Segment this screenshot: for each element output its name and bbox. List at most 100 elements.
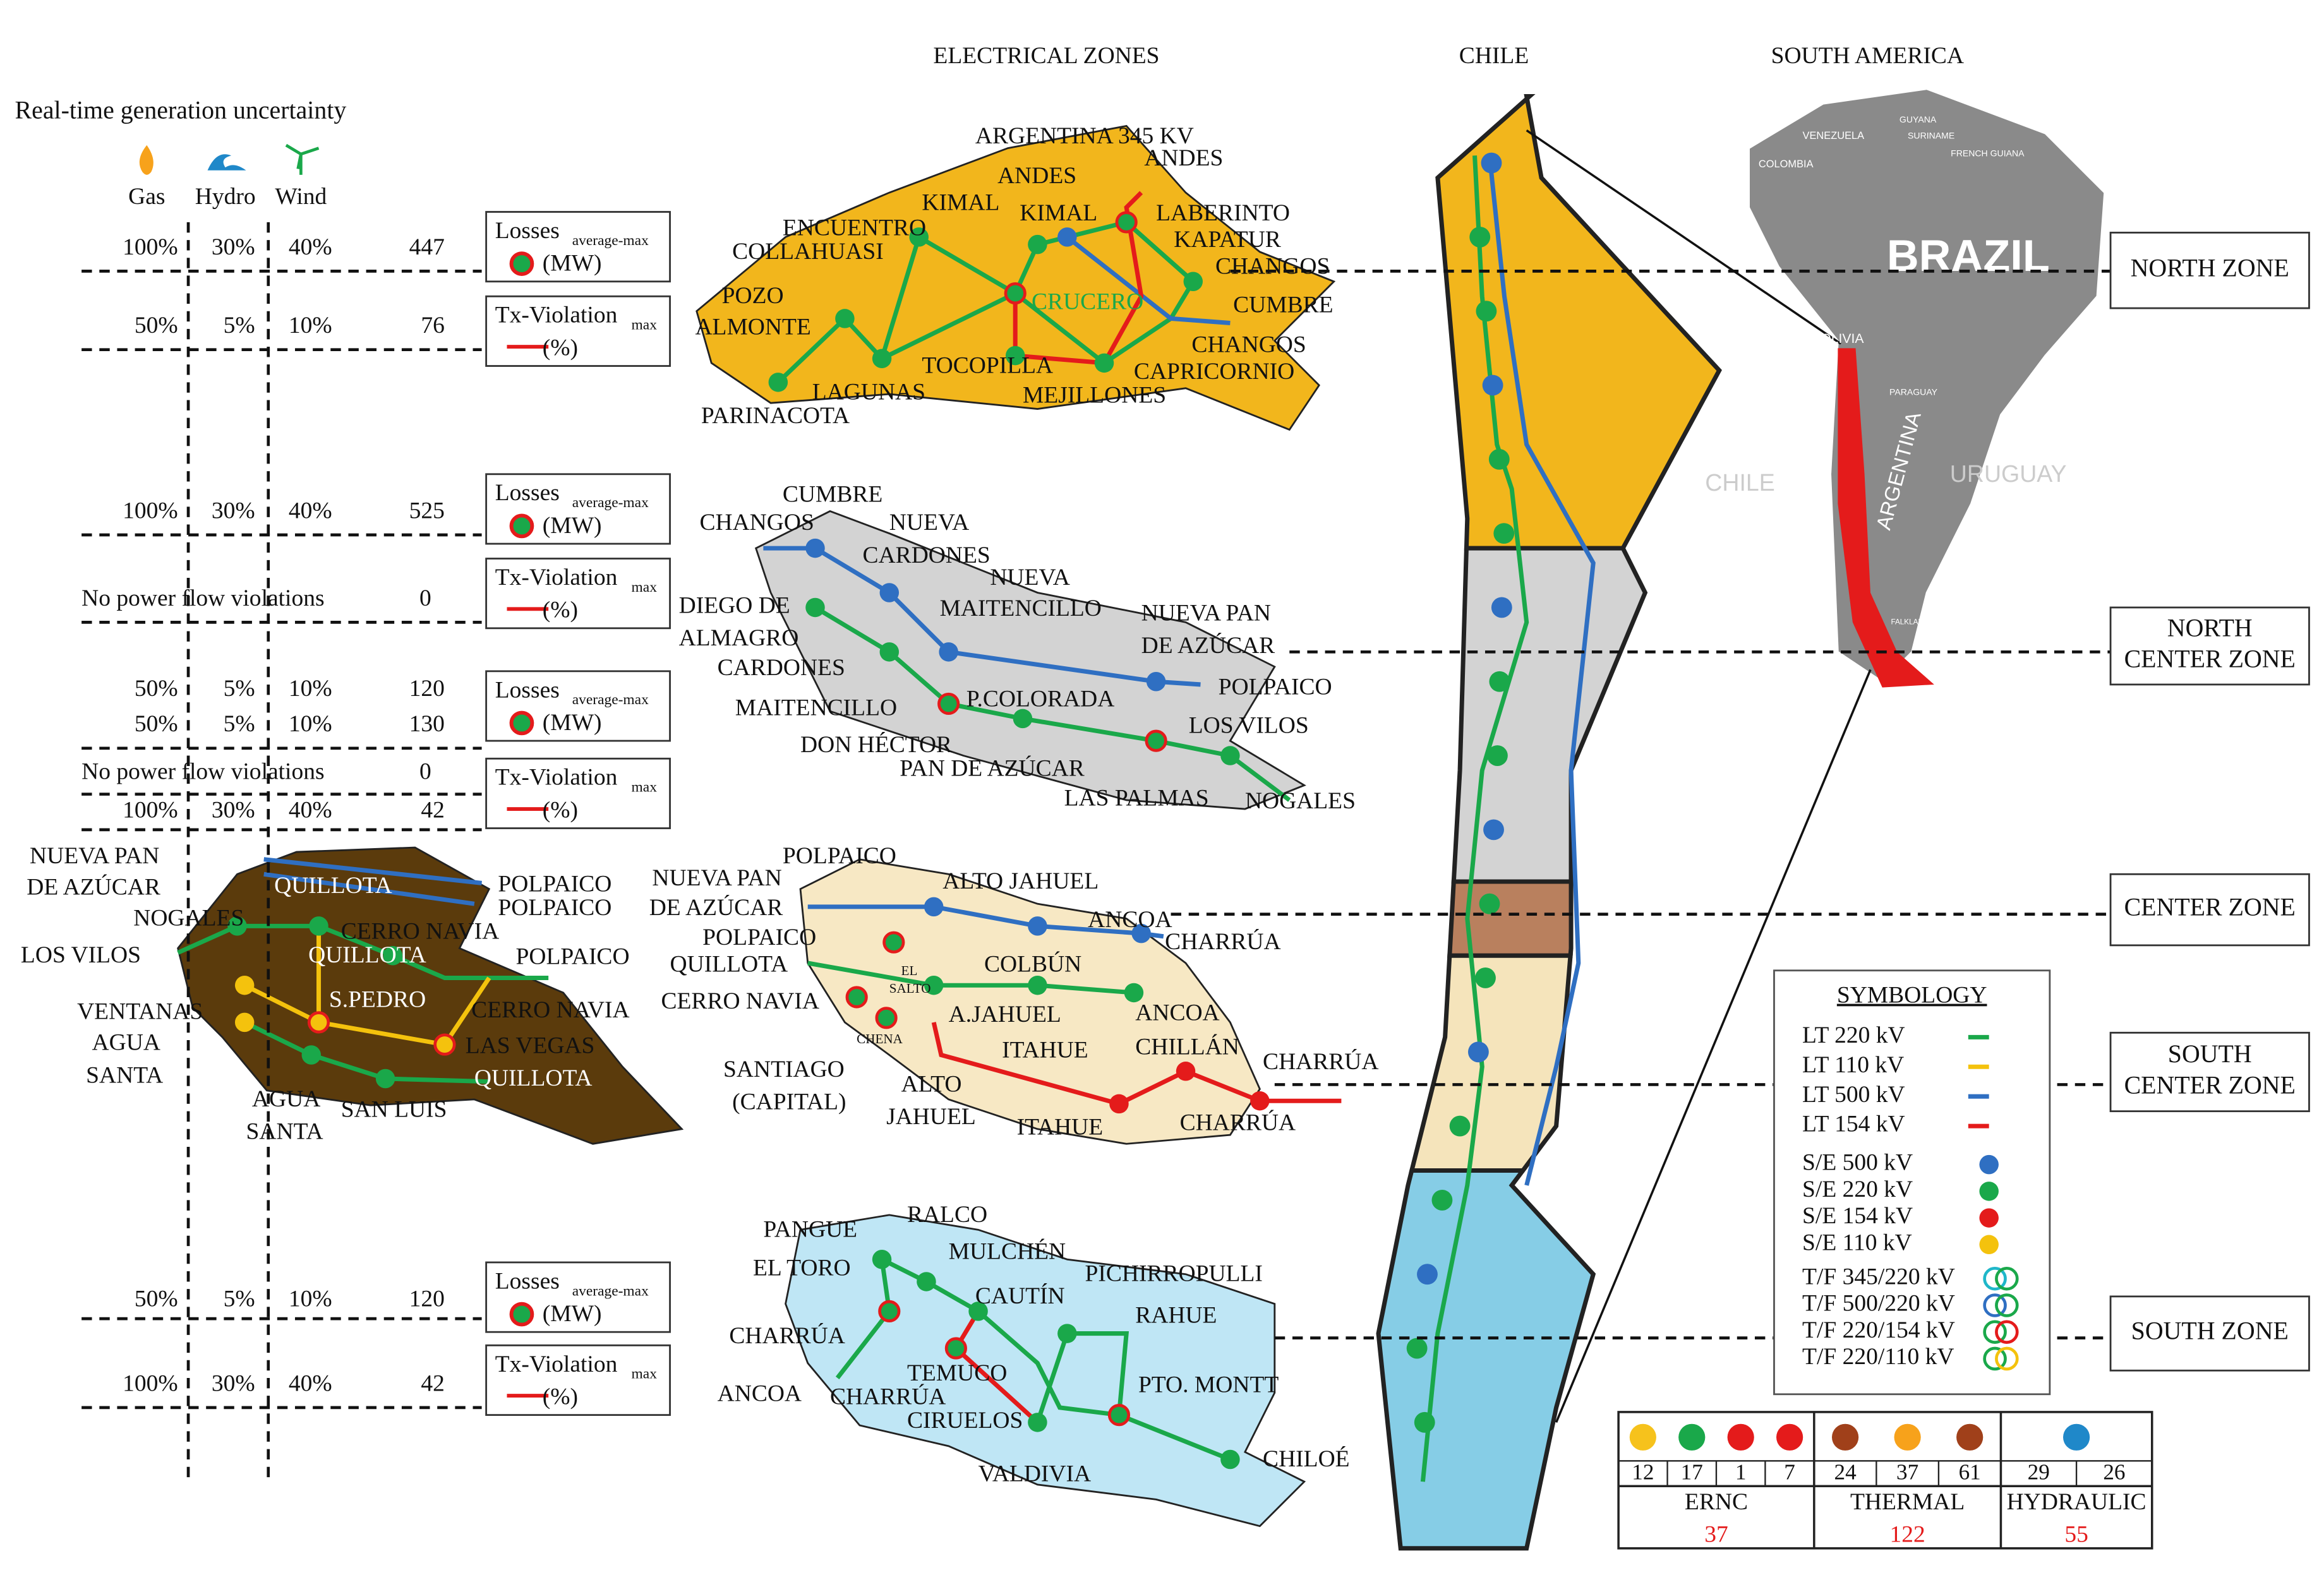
chile-node [1479,893,1500,914]
transmission-line [807,961,1135,995]
losses-symbol [509,1302,534,1327]
station-label: LOS VILOS [1189,713,1309,739]
country-label: CHILE [1705,469,1775,496]
losses-symbol [509,710,534,736]
station-label: ANCOA [1088,907,1172,933]
generation-count: 37 [1896,1460,1918,1485]
box-subscript: max [632,317,658,333]
box-title: Tx-Violation [495,1351,618,1377]
source-icon [1894,1423,1921,1451]
table-cell: 42 [421,797,445,823]
box-unit: (%) [543,597,578,623]
gas-icon [139,145,154,175]
uncertainty-title: Real-time generation uncertainty [15,95,347,124]
table-cell: No power flow violations [81,585,324,611]
source-label: Hydro [195,184,256,210]
station-label: QUILLOTA [474,1065,593,1091]
table-cell: 10% [289,1286,332,1312]
station-label: CUMBRE [783,482,882,508]
pointer [1526,129,1842,345]
transmission-line [931,1022,1342,1106]
zone-label: SOUTH [2168,1039,2252,1068]
box-subscript: average-max [572,232,649,249]
station-label: ANDES [997,163,1076,189]
source-icon [1678,1423,1706,1451]
table-cell: 100% [123,234,178,260]
losses-symbol [509,251,534,276]
station-label: JAHUEL [886,1104,976,1130]
substation-symbol [1979,1208,1999,1228]
substation [805,597,825,618]
substation [1013,709,1033,729]
table-cell: 5% [224,711,255,737]
symbology-item: S/E 154 kV [1802,1203,1913,1229]
substation [768,373,788,392]
station-label: (CAPITAL) [732,1089,846,1115]
box-subscript: max [632,779,658,796]
chile-node [1487,745,1508,766]
box-title: Tx-Violation [495,565,618,590]
station-label: NUEVA PAN [652,865,781,891]
substation [924,897,944,917]
symbology-item: LT 500 kV [1802,1082,1905,1108]
station-label: ITAHUE [1017,1114,1104,1140]
symbology-item: LT 220 kV [1802,1022,1905,1048]
zone-label: SOUTH ZONE [2131,1317,2289,1345]
substation [805,538,825,558]
station-label: POLPAICO [498,895,611,921]
substation [835,309,855,328]
table-cell: 40% [289,797,332,823]
transmission-line [263,871,475,906]
symbology-box [1773,969,2051,1396]
station-label: CAPRICORNIO [1134,359,1294,385]
substation [872,349,892,369]
station-label: CIRUELOS [907,1408,1023,1434]
station-label: CERRO NAVIA [661,988,819,1014]
table-cell: 50% [135,1286,178,1312]
substation [1115,211,1138,234]
substation [375,1069,395,1089]
station-label: CARDONES [863,542,990,568]
station-label: POZO [722,283,784,309]
table-cell: 30% [212,1370,255,1396]
box-unit: (MW) [543,251,602,277]
chile-node [1488,448,1510,470]
hydro-icon [207,154,246,171]
station-label: EL TORO [753,1255,851,1281]
substation [1124,983,1144,1003]
chile-node [1475,967,1496,988]
station-label: P.COLORADA [966,686,1115,712]
substation [307,1011,330,1034]
generation-group: HYDRAULIC [2007,1489,2146,1515]
substation [234,975,255,995]
substation [1057,1324,1077,1343]
station-label: PARINACOTA [701,403,850,429]
station-label: COLLAHUASI [732,239,884,265]
station-label: CHARRÚA [830,1383,946,1410]
transmission-line [263,857,482,885]
substation [1107,1404,1131,1427]
table-cell: 120 [409,676,445,702]
chile-highlight [1838,348,1934,688]
metric-box [485,757,671,829]
symbology-item: T/F 345/220 kV [1802,1264,1955,1290]
station-label: POLPAICO [516,944,630,970]
station-label: SANTA [86,1062,163,1088]
generation-count: 1 [1735,1460,1747,1485]
substation [845,986,868,1009]
substation [917,1272,936,1291]
chile-node [1406,1338,1428,1359]
substation [944,1337,967,1360]
station-label: S.PEDRO [329,987,426,1013]
station-label: VENTANAS [77,998,203,1024]
substation [968,1302,988,1321]
station-label: RAHUE [1135,1302,1217,1328]
substation [301,1045,322,1065]
station-label: TOCOPILLA [922,352,1053,378]
substation [1004,282,1027,305]
transformer-symbol [1995,1320,2019,1344]
substation [1028,916,1047,936]
table-cell: 40% [289,498,332,524]
box-subscript: max [632,579,658,596]
station-label: ARGENTINA 345 KV [975,123,1194,149]
